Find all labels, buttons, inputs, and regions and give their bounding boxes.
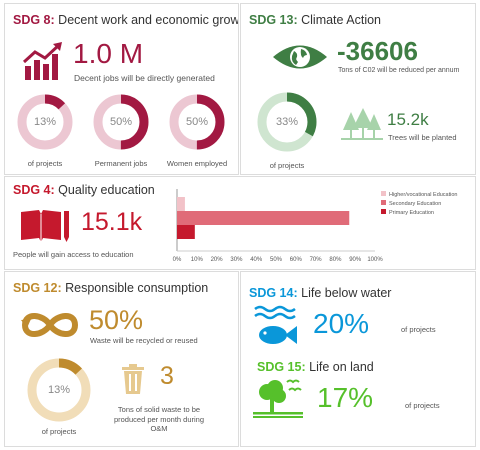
ring-percent: 50% xyxy=(185,116,209,128)
ring-percent: 33% xyxy=(275,116,299,128)
sdg4-panel: SDG 4: Quality education 15.1k People wi… xyxy=(4,176,476,270)
sdg12-waste-value: 3 xyxy=(160,362,174,390)
x-tick-label: 70% xyxy=(310,257,323,263)
sdg13-co2-label: Tons of C02 will be reduced per annum xyxy=(338,67,460,74)
sdg14-title-text: Life below water xyxy=(297,286,392,300)
sdg8-ring-women: 50% xyxy=(169,94,225,150)
fish-waves-icon xyxy=(254,305,297,344)
bar-2 xyxy=(177,225,195,239)
x-tick-label: 100% xyxy=(367,257,383,263)
sdg8-ring-projects: 13% xyxy=(17,94,73,150)
legend-swatch-2 xyxy=(381,209,386,214)
sdg8-ring-permanent: 50% xyxy=(93,94,149,150)
waste-label-line: O&M xyxy=(150,424,168,433)
sdg14-label: of projects xyxy=(401,325,436,334)
legend-label-0: Higher/vocational Education xyxy=(389,192,458,198)
x-tick-label: 0% xyxy=(173,257,182,263)
ring-percent: 13% xyxy=(47,384,71,396)
sdg4-value: 15.1k xyxy=(81,208,143,236)
sdg12-title-number: SDG 12: xyxy=(13,281,62,295)
donut-ring xyxy=(27,358,91,422)
sdg15-label: of projects xyxy=(405,401,440,410)
x-tick-label: 10% xyxy=(191,257,204,263)
sdg13-co2-value: -36606 xyxy=(337,36,418,66)
ring-caption: of projects xyxy=(27,159,63,168)
x-tick-label: 30% xyxy=(230,257,243,263)
sdg15-value: 17% xyxy=(317,382,374,413)
bar-0 xyxy=(177,197,185,211)
sdg13-title-number: SDG 13: xyxy=(249,13,298,27)
sdg15-title: SDG 15: Life on land xyxy=(257,360,374,374)
legend-swatch-1 xyxy=(381,200,386,205)
x-tick-label: 20% xyxy=(211,257,224,263)
x-tick-label: 80% xyxy=(329,257,342,263)
sdg8-title-number: SDG 8: xyxy=(13,13,55,27)
ring-percent: 50% xyxy=(109,116,133,128)
x-tick-label: 50% xyxy=(270,257,283,263)
sdg13-title-text: Climate Action xyxy=(297,13,382,27)
legend-label-2: Primary Education xyxy=(389,210,434,216)
sdg13-trees-label: Trees will be planted xyxy=(388,133,457,142)
ring-caption: of projects xyxy=(41,427,77,436)
ring-caption: of projects xyxy=(269,161,305,170)
sdg12-title-text: Responsible consumption xyxy=(61,281,209,295)
infinity-icon xyxy=(21,313,79,337)
waste-label-line: produced per month during xyxy=(113,414,205,424)
sdg4-title-number: SDG 4: xyxy=(13,183,55,197)
book-pencil-icon xyxy=(21,210,69,242)
sdg8-panel: SDG 8: Decent work and economic growth 1… xyxy=(4,3,239,175)
sdg14-15-panel: SDG 14: Life below water 20% of projects… xyxy=(240,271,476,447)
trees-icon xyxy=(341,108,383,140)
trash-bin-icon xyxy=(122,364,144,394)
growth-chart-icon xyxy=(22,42,62,80)
x-tick-label: 60% xyxy=(290,257,303,263)
donut-ring xyxy=(257,92,317,152)
x-tick-label: 40% xyxy=(250,257,263,263)
sdg13-ring-projects: 33% xyxy=(257,92,317,152)
x-tick-label: 90% xyxy=(349,257,362,263)
sdg8-jobs-label: Decent jobs will be directly generated xyxy=(74,73,215,83)
tree-birds-icon xyxy=(253,379,303,418)
ring-percent: 13% xyxy=(33,116,57,128)
ring-caption: Permanent jobs xyxy=(94,159,148,168)
sdg12-ring-projects: 13% xyxy=(27,358,91,422)
donut-ring xyxy=(169,94,225,150)
legend-swatch-0 xyxy=(381,191,386,196)
sdg13-title: SDG 13: Climate Action xyxy=(249,13,381,27)
bar-1 xyxy=(177,211,350,225)
waste-label-line: Tons of solid waste to be xyxy=(117,405,201,414)
donut-ring xyxy=(17,94,73,150)
sdg14-value: 20% xyxy=(313,308,370,339)
sdg13-panel: SDG 13: Climate Action -36606 Tons of C0… xyxy=(240,3,476,175)
sdg15-title-text: Life on land xyxy=(305,360,374,374)
sdg4-title: SDG 4: Quality education xyxy=(13,183,155,197)
sdg13-trees-value: 15.2k xyxy=(387,110,429,129)
sdg15-title-number: SDG 15: xyxy=(257,360,306,374)
sdg4-title-text: Quality education xyxy=(54,183,155,197)
sdg8-title: SDG 8: Decent work and economic growth xyxy=(13,13,239,27)
donut-ring xyxy=(93,94,149,150)
sdg12-title: SDG 12: Responsible consumption xyxy=(13,281,208,295)
sdg8-jobs-value: 1.0 M xyxy=(73,38,144,69)
legend-label-1: Secondary Education xyxy=(389,201,441,207)
sdg14-title: SDG 14: Life below water xyxy=(249,286,391,300)
sdg12-waste-label: Tons of solid waste to be produced per m… xyxy=(101,405,217,434)
sdg14-title-number: SDG 14: xyxy=(249,286,298,300)
ring-caption: Women employed xyxy=(166,159,228,168)
education-bar-chart: 0% 10% 20% 30% 40% 50% 60% 70% 80% 90% 100% Higher/… xyxy=(173,189,458,263)
sdg12-recycle-value: 50% xyxy=(89,305,144,335)
sdg12-recycle-label: Waste will be recycled or reused xyxy=(90,336,198,345)
sdg4-label: People will gain access to education xyxy=(13,250,134,259)
sdg8-title-text: Decent work and economic growth xyxy=(54,13,239,27)
sdg12-panel: SDG 12: Responsible consumption 50% Wast… xyxy=(4,271,239,447)
eye-globe-icon xyxy=(273,45,327,69)
